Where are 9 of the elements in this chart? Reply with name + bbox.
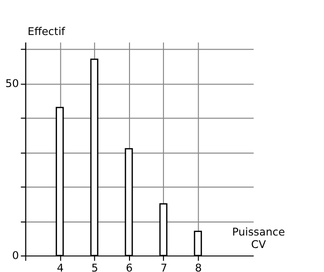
x-tick-label: 6 — [126, 261, 133, 272]
y-tick-label: 50 — [5, 76, 20, 90]
x-tick-label: 4 — [56, 261, 64, 272]
x-tick-label: 5 — [91, 261, 98, 272]
x-tick-label: 7 — [160, 261, 168, 272]
x-axis-title: Puissance CV — [232, 226, 285, 252]
y-axis-title: Effectif — [28, 24, 66, 38]
y-tick-label: 0 — [12, 248, 20, 262]
x-tick-label: 8 — [195, 261, 202, 272]
